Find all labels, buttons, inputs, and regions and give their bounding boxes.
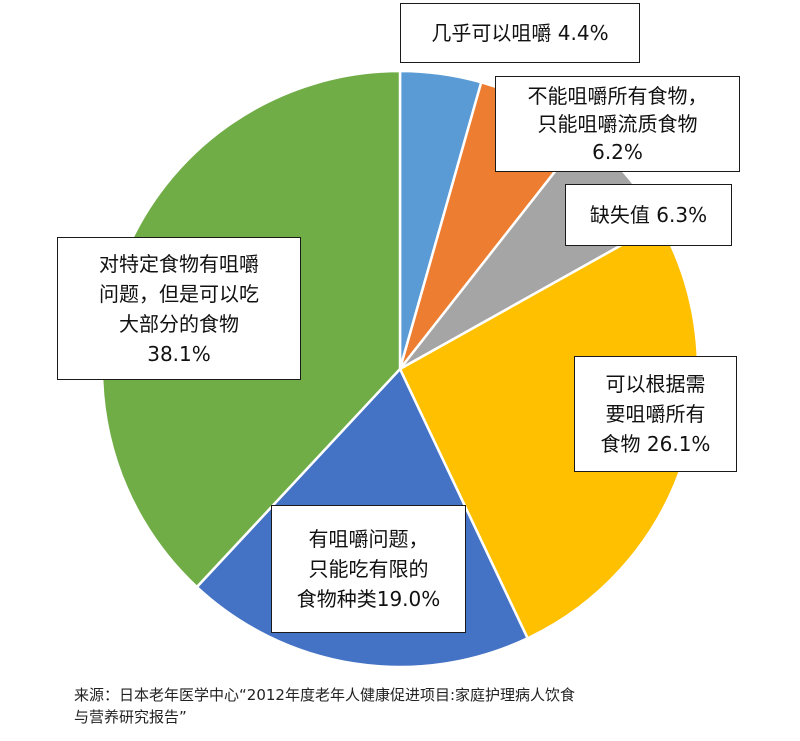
label-can-chew-all: 可以根据需 要咀嚼所有 食物 26.1% xyxy=(574,356,737,472)
label-limited-food-types: 有咀嚼问题， 只能吃有限的 食物种类19.0% xyxy=(271,505,466,633)
label-specific-food-problems: 对特定食物有咀嚼 问题，但是可以吃 大部分的食物 38.1% xyxy=(57,237,301,380)
label-liquid-food-only: 不能咀嚼所有食物， 只能咀嚼流质食物 6.2% xyxy=(495,76,740,172)
label-almost-can-chew: 几乎可以咀嚼 4.4% xyxy=(400,3,640,63)
source-note: 来源：日本老年医学中心“2012年度老年人健康促进项目:家庭护理病人饮食 与营养… xyxy=(74,686,576,726)
label-missing-value: 缺失值 6.3% xyxy=(565,184,732,246)
